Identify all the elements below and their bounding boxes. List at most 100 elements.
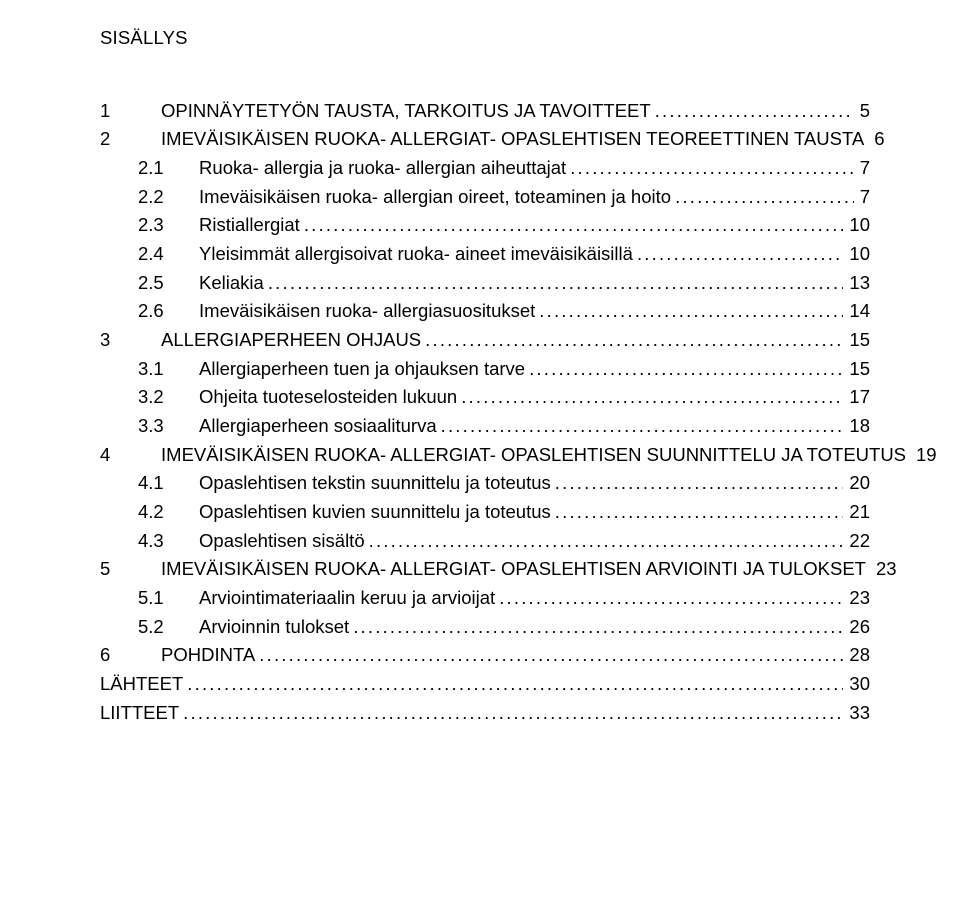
toc-entry-number: 4.2 [138, 498, 199, 527]
toc-entry-label: Ohjeita tuoteselosteiden lukuun [199, 383, 457, 412]
toc-entry-number: 5 [100, 555, 161, 584]
toc-entry-number: 2.5 [138, 269, 199, 298]
toc-entry-page: 26 [847, 613, 870, 642]
toc-entry: 2.5Keliakia 13 [100, 269, 870, 298]
toc-entry-page: 33 [847, 699, 870, 728]
toc-entry-number: 2.6 [138, 297, 199, 326]
toc-entry-label: LIITTEET [100, 699, 179, 728]
toc-leader-dots [461, 383, 843, 412]
toc-entry-number: 2.1 [138, 154, 199, 183]
toc-entry-number: 3.2 [138, 383, 199, 412]
toc-leader-dots [529, 355, 843, 384]
toc-entry-page: 10 [847, 211, 870, 240]
toc-entry: 6POHDINTA 28 [100, 641, 870, 670]
toc-entry-number: 2 [100, 125, 161, 154]
toc-leader-dots [555, 498, 844, 527]
toc-leader-dots [675, 183, 854, 212]
toc-entry-label: Opaslehtisen kuvien suunnittelu ja toteu… [199, 498, 551, 527]
toc-entry-label: Allergiaperheen tuen ja ohjauksen tarve [199, 355, 525, 384]
toc-entry-page: 30 [847, 670, 870, 699]
toc-entry: 3.3Allergiaperheen sosiaaliturva 18 [100, 412, 870, 441]
toc-leader-dots [425, 326, 843, 355]
toc-leader-dots [555, 469, 844, 498]
toc-entry-number: 3.1 [138, 355, 199, 384]
toc-entry-page: 15 [847, 326, 870, 355]
toc-entry: 3.2Ohjeita tuoteselosteiden lukuun 17 [100, 383, 870, 412]
toc-entry-label: Ristiallergiat [199, 211, 300, 240]
toc-entry: 2.1Ruoka- allergia ja ruoka- allergian a… [100, 154, 870, 183]
toc-entry-number: 6 [100, 641, 161, 670]
toc-entry: 5.2Arvioinnin tulokset 26 [100, 613, 870, 642]
toc-entry-page: 23 [847, 584, 870, 613]
toc-entry-label: OPINNÄYTETYÖN TAUSTA, TARKOITUS JA TAVOI… [161, 97, 651, 126]
toc-entry-page: 22 [847, 527, 870, 556]
toc-leader-dots [259, 641, 843, 670]
toc-entry: 2.3Ristiallergiat 10 [100, 211, 870, 240]
toc-entry-page: 20 [847, 469, 870, 498]
toc-entry-label: Imeväisikäisen ruoka- allergiasuositukse… [199, 297, 535, 326]
toc-entry: 4.3Opaslehtisen sisältö 22 [100, 527, 870, 556]
toc-entry-label: Ruoka- allergia ja ruoka- allergian aihe… [199, 154, 566, 183]
toc-entry-number: 4.3 [138, 527, 199, 556]
toc-entry: LÄHTEET 30 [100, 670, 870, 699]
toc-entry-number: 3.3 [138, 412, 199, 441]
toc-entry: 2.2Imeväisikäisen ruoka- allergian oiree… [100, 183, 870, 212]
toc-leader-dots [369, 527, 844, 556]
toc-entry-page: 7 [858, 154, 870, 183]
toc-leader-dots [539, 297, 843, 326]
toc-entry: 4.2Opaslehtisen kuvien suunnittelu ja to… [100, 498, 870, 527]
toc-entry-label: POHDINTA [161, 641, 255, 670]
toc-entry-number: 2.4 [138, 240, 199, 269]
toc-entry-page: 6 [872, 125, 884, 154]
toc-entry-label: IMEVÄISIKÄISEN RUOKA- ALLERGIAT- OPASLEH… [161, 125, 864, 154]
toc-entry-label: Keliakia [199, 269, 264, 298]
toc-entry-number: 1 [100, 97, 161, 126]
toc-leader-dots [268, 269, 844, 298]
toc-entry-page: 21 [847, 498, 870, 527]
toc-leader-dots [655, 97, 854, 126]
toc-leader-dots [187, 670, 843, 699]
toc-entry-label: Allergiaperheen sosiaaliturva [199, 412, 437, 441]
toc-leader-dots [304, 211, 844, 240]
toc-entry-label: ALLERGIAPERHEEN OHJAUS [161, 326, 421, 355]
toc-entry-label: IMEVÄISIKÄISEN RUOKA- ALLERGIAT- OPASLEH… [161, 441, 906, 470]
toc-entry-label: IMEVÄISIKÄISEN RUOKA- ALLERGIAT- OPASLEH… [161, 555, 866, 584]
toc-entry-number: 5.1 [138, 584, 199, 613]
table-of-contents: 1OPINNÄYTETYÖN TAUSTA, TARKOITUS JA TAVO… [100, 97, 870, 728]
toc-entry: 2.6Imeväisikäisen ruoka- allergiasuositu… [100, 297, 870, 326]
toc-leader-dots [441, 412, 844, 441]
toc-entry-label: Arvioinnin tulokset [199, 613, 349, 642]
toc-entry: 5IMEVÄISIKÄISEN RUOKA- ALLERGIAT- OPASLE… [100, 555, 870, 584]
toc-entry: 2.4Yleisimmät allergisoivat ruoka- ainee… [100, 240, 870, 269]
toc-leader-dots [637, 240, 843, 269]
toc-entry: 1OPINNÄYTETYÖN TAUSTA, TARKOITUS JA TAVO… [100, 97, 870, 126]
toc-leader-dots [570, 154, 854, 183]
toc-entry-page: 13 [847, 269, 870, 298]
toc-title: SISÄLLYS [100, 24, 870, 53]
toc-entry: 4IMEVÄISIKÄISEN RUOKA- ALLERGIAT- OPASLE… [100, 441, 870, 470]
toc-entry-page: 17 [847, 383, 870, 412]
document-page: SISÄLLYS 1OPINNÄYTETYÖN TAUSTA, TARKOITU… [0, 0, 960, 915]
toc-entry-label: LÄHTEET [100, 670, 183, 699]
toc-entry-page: 14 [847, 297, 870, 326]
toc-entry-number: 4.1 [138, 469, 199, 498]
toc-entry: 2IMEVÄISIKÄISEN RUOKA- ALLERGIAT- OPASLE… [100, 125, 870, 154]
toc-leader-dots [353, 613, 843, 642]
toc-leader-dots [183, 699, 843, 728]
toc-entry-label: Yleisimmät allergisoivat ruoka- aineet i… [199, 240, 633, 269]
toc-entry-label: Opaslehtisen tekstin suunnittelu ja tote… [199, 469, 551, 498]
toc-entry-page: 28 [847, 641, 870, 670]
toc-entry-page: 5 [858, 97, 870, 126]
toc-entry-number: 2.3 [138, 211, 199, 240]
toc-entry: LIITTEET 33 [100, 699, 870, 728]
toc-entry-number: 5.2 [138, 613, 199, 642]
toc-entry-number: 3 [100, 326, 161, 355]
toc-leader-dots [499, 584, 843, 613]
toc-entry-page: 23 [874, 555, 897, 584]
toc-entry: 3.1Allergiaperheen tuen ja ohjauksen tar… [100, 355, 870, 384]
toc-entry: 4.1Opaslehtisen tekstin suunnittelu ja t… [100, 469, 870, 498]
toc-entry: 3ALLERGIAPERHEEN OHJAUS 15 [100, 326, 870, 355]
toc-entry-page: 18 [847, 412, 870, 441]
toc-entry-page: 15 [847, 355, 870, 384]
toc-entry-label: Opaslehtisen sisältö [199, 527, 365, 556]
